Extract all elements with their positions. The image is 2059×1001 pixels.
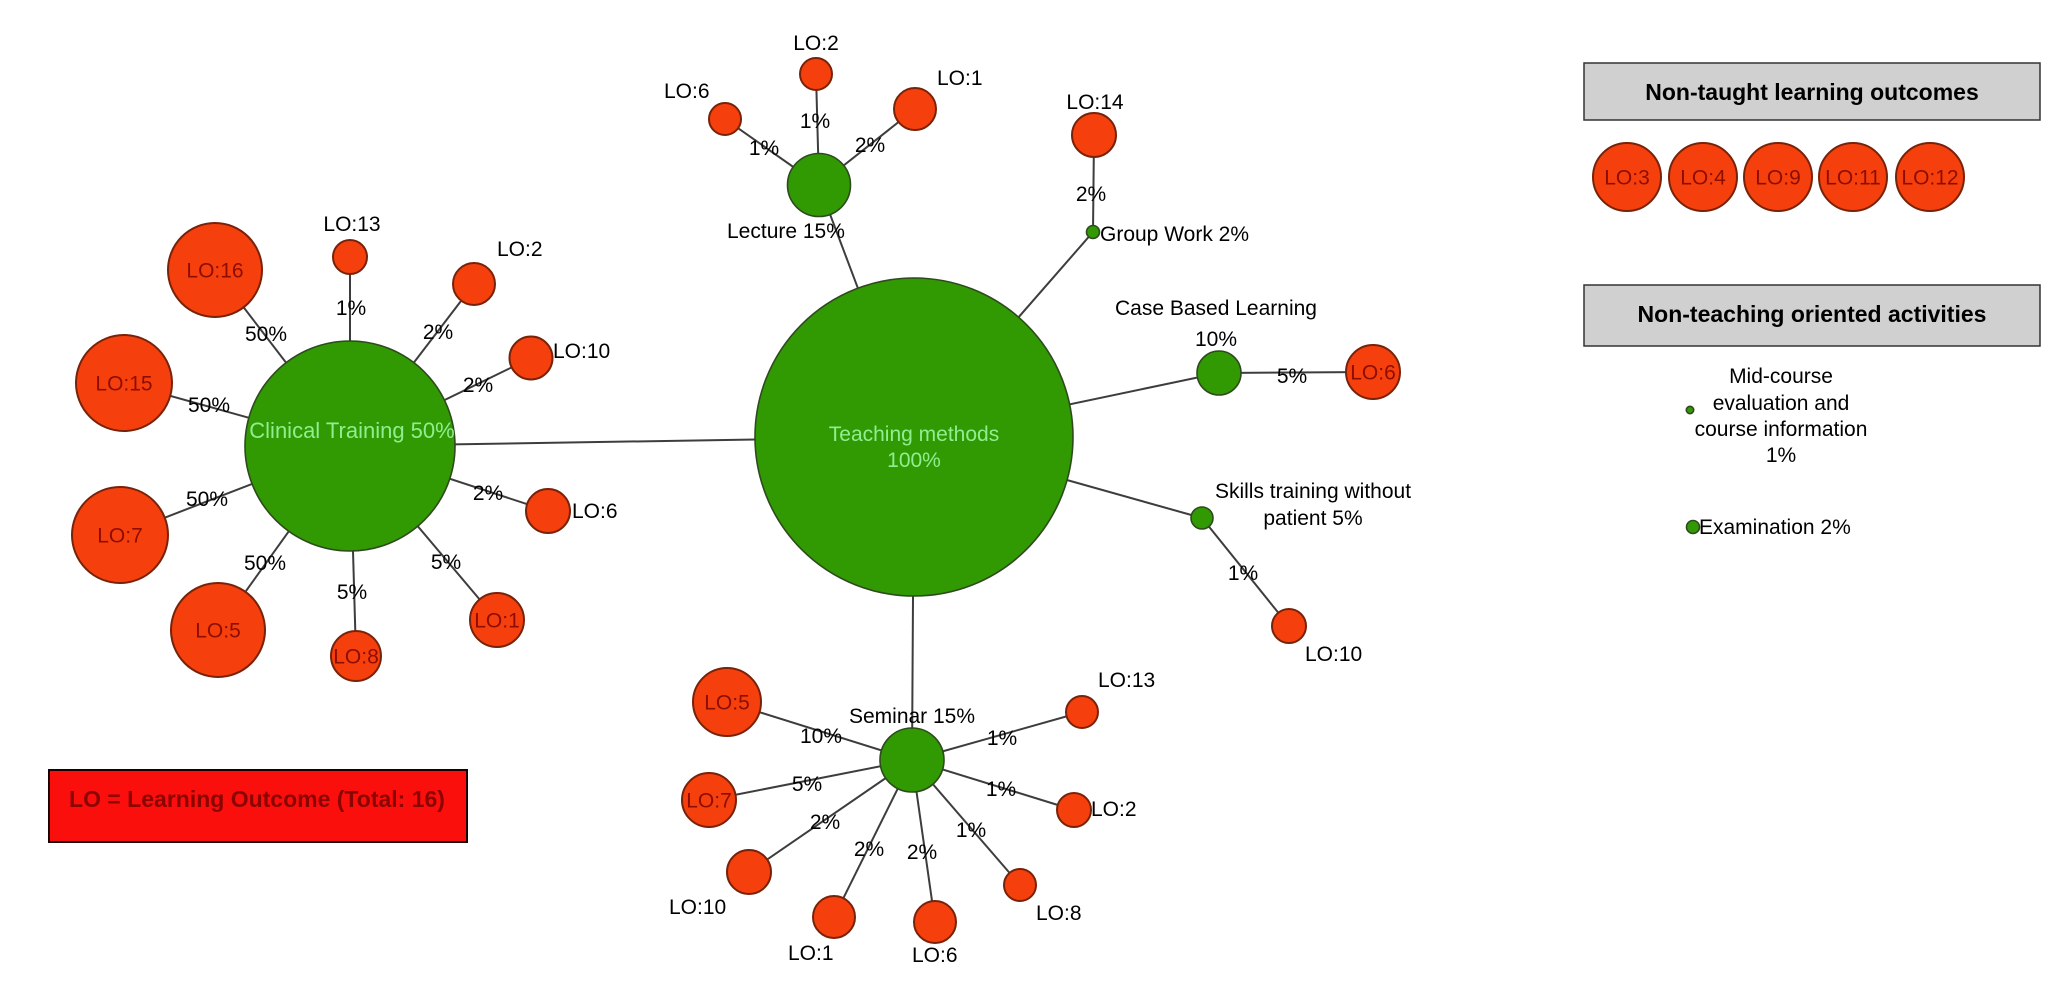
svg-text:LO:4: LO:4 <box>1680 167 1726 190</box>
svg-text:LO:5: LO:5 <box>704 692 750 715</box>
svg-text:1%: 1% <box>749 137 779 160</box>
svg-text:1%: 1% <box>956 819 986 842</box>
svg-text:2%: 2% <box>907 841 937 864</box>
svg-text:LO:1: LO:1 <box>788 942 834 965</box>
svg-text:Mid-course: Mid-course <box>1729 365 1833 388</box>
svg-text:LO:15: LO:15 <box>95 373 152 396</box>
svg-text:LO:6: LO:6 <box>912 944 958 967</box>
svg-text:2%: 2% <box>473 482 503 505</box>
svg-text:LO = Learning Outcome (Total:: LO = Learning Outcome (Total: 16) <box>69 786 445 812</box>
svg-text:2%: 2% <box>855 134 885 157</box>
svg-text:10%: 10% <box>800 725 842 748</box>
svg-text:LO:10: LO:10 <box>669 896 726 919</box>
svg-text:2%: 2% <box>854 838 884 861</box>
svg-text:LO:3: LO:3 <box>1604 167 1650 190</box>
svg-text:LO:1: LO:1 <box>474 610 520 633</box>
svg-text:Non-taught learning outcomes: Non-taught learning outcomes <box>1645 79 1979 105</box>
svg-text:LO:2: LO:2 <box>497 238 543 261</box>
svg-text:Skills training without: Skills training without <box>1215 480 1411 503</box>
svg-text:LO:10: LO:10 <box>553 340 610 363</box>
svg-text:LO:9: LO:9 <box>1755 167 1801 190</box>
svg-text:5%: 5% <box>1277 365 1307 388</box>
svg-text:2%: 2% <box>810 811 840 834</box>
svg-text:1%: 1% <box>986 778 1016 801</box>
svg-text:patient 5%: patient 5% <box>1263 507 1362 530</box>
svg-text:100%: 100% <box>887 449 941 472</box>
svg-text:Examination 2%: Examination 2% <box>1699 516 1851 539</box>
svg-text:Lecture 15%: Lecture 15% <box>727 220 845 243</box>
svg-text:LO:10: LO:10 <box>1305 643 1362 666</box>
svg-text:2%: 2% <box>1076 183 1106 206</box>
svg-text:evaluation and: evaluation and <box>1713 392 1850 415</box>
svg-text:LO:8: LO:8 <box>1036 902 1082 925</box>
svg-text:LO:7: LO:7 <box>686 790 732 813</box>
svg-text:LO:5: LO:5 <box>195 620 241 643</box>
svg-text:course information: course information <box>1695 418 1868 441</box>
svg-text:LO:11: LO:11 <box>1825 167 1881 190</box>
svg-text:Case Based Learning: Case Based Learning <box>1115 297 1317 320</box>
svg-text:1%: 1% <box>1228 562 1258 585</box>
svg-text:2%: 2% <box>463 374 493 397</box>
svg-text:50%: 50% <box>188 394 230 417</box>
svg-text:5%: 5% <box>337 581 367 604</box>
svg-text:LO:7: LO:7 <box>97 525 143 548</box>
svg-text:Clinical Training 50%: Clinical Training 50% <box>249 418 454 443</box>
svg-text:LO:13: LO:13 <box>323 213 380 236</box>
svg-text:10%: 10% <box>1195 328 1237 351</box>
svg-text:1%: 1% <box>987 727 1017 750</box>
svg-text:50%: 50% <box>245 323 287 346</box>
svg-text:LO:6: LO:6 <box>1350 362 1396 385</box>
svg-text:LO:13: LO:13 <box>1098 669 1155 692</box>
svg-text:LO:8: LO:8 <box>333 646 379 669</box>
svg-text:LO:6: LO:6 <box>572 500 618 523</box>
svg-text:LO:16: LO:16 <box>186 260 243 283</box>
svg-text:Teaching methods: Teaching methods <box>829 423 999 446</box>
svg-text:2%: 2% <box>423 321 453 344</box>
svg-text:1%: 1% <box>800 110 830 133</box>
svg-text:LO:6: LO:6 <box>664 80 710 103</box>
svg-text:50%: 50% <box>186 488 228 511</box>
svg-text:LO:2: LO:2 <box>793 32 839 55</box>
svg-text:5%: 5% <box>792 773 822 796</box>
svg-text:5%: 5% <box>431 551 461 574</box>
svg-text:Group Work 2%: Group Work 2% <box>1100 223 1249 246</box>
svg-text:1%: 1% <box>1766 444 1796 467</box>
svg-text:1%: 1% <box>336 297 366 320</box>
svg-text:Non-teaching oriented activiti: Non-teaching oriented activities <box>1638 301 1987 327</box>
svg-text:50%: 50% <box>244 552 286 575</box>
svg-text:Seminar 15%: Seminar 15% <box>849 705 975 728</box>
svg-text:LO:14: LO:14 <box>1066 91 1124 114</box>
svg-text:LO:12: LO:12 <box>1901 167 1958 190</box>
svg-text:LO:1: LO:1 <box>937 67 983 90</box>
svg-text:LO:2: LO:2 <box>1091 798 1137 821</box>
